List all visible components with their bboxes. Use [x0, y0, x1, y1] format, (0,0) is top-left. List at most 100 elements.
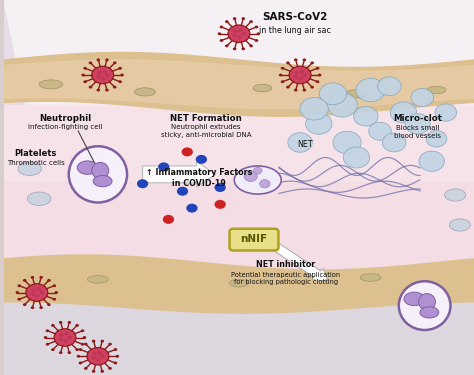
- Ellipse shape: [253, 84, 272, 92]
- Circle shape: [302, 89, 306, 92]
- Circle shape: [67, 321, 71, 324]
- Circle shape: [96, 75, 101, 78]
- Circle shape: [59, 333, 64, 337]
- Circle shape: [102, 70, 107, 74]
- Ellipse shape: [92, 162, 109, 179]
- Circle shape: [163, 215, 174, 224]
- Circle shape: [196, 155, 207, 164]
- Text: Micro-clot: Micro-clot: [393, 114, 442, 123]
- Polygon shape: [4, 0, 474, 120]
- Polygon shape: [4, 105, 474, 180]
- Circle shape: [53, 284, 56, 287]
- Circle shape: [108, 343, 112, 345]
- FancyArrow shape: [271, 243, 328, 281]
- Circle shape: [118, 67, 122, 70]
- Circle shape: [89, 62, 92, 64]
- Ellipse shape: [69, 146, 127, 202]
- Circle shape: [298, 77, 303, 81]
- Circle shape: [228, 25, 250, 42]
- Circle shape: [58, 337, 63, 341]
- Circle shape: [177, 187, 188, 196]
- Circle shape: [215, 183, 226, 192]
- Circle shape: [238, 28, 243, 32]
- Circle shape: [54, 329, 76, 346]
- Circle shape: [118, 80, 122, 83]
- Circle shape: [279, 74, 283, 76]
- Circle shape: [81, 343, 84, 346]
- Circle shape: [53, 298, 56, 301]
- Circle shape: [302, 58, 306, 61]
- Circle shape: [46, 329, 49, 332]
- Circle shape: [92, 340, 95, 342]
- Circle shape: [67, 336, 72, 339]
- Circle shape: [105, 58, 109, 61]
- Circle shape: [300, 98, 328, 120]
- Circle shape: [18, 298, 21, 301]
- Ellipse shape: [449, 219, 471, 231]
- Circle shape: [36, 287, 41, 291]
- Circle shape: [16, 291, 19, 294]
- Circle shape: [82, 336, 86, 339]
- Circle shape: [158, 162, 169, 171]
- Circle shape: [47, 279, 51, 282]
- Circle shape: [96, 358, 100, 362]
- Circle shape: [294, 58, 298, 61]
- Circle shape: [302, 73, 307, 77]
- Circle shape: [77, 355, 80, 358]
- Circle shape: [87, 348, 109, 365]
- Polygon shape: [4, 255, 474, 313]
- Circle shape: [108, 367, 112, 370]
- Circle shape: [435, 104, 456, 121]
- Text: Neutrophil: Neutrophil: [39, 114, 91, 123]
- Circle shape: [316, 67, 319, 70]
- Circle shape: [116, 355, 119, 358]
- Text: SARS-CoV2: SARS-CoV2: [263, 12, 328, 22]
- Circle shape: [249, 20, 253, 23]
- Circle shape: [113, 86, 117, 88]
- Ellipse shape: [360, 274, 381, 281]
- Circle shape: [114, 348, 117, 351]
- Text: Neutrophil extrudes
sticky, anti-microbial DNA: Neutrophil extrudes sticky, anti-microbi…: [161, 124, 251, 138]
- Circle shape: [405, 114, 430, 134]
- Circle shape: [84, 367, 88, 370]
- Ellipse shape: [77, 161, 98, 174]
- Circle shape: [100, 77, 105, 81]
- Circle shape: [39, 276, 43, 279]
- Circle shape: [47, 303, 51, 306]
- Text: NET inhibitor: NET inhibitor: [256, 260, 316, 269]
- Polygon shape: [4, 274, 474, 375]
- Circle shape: [113, 62, 117, 64]
- Circle shape: [281, 67, 284, 70]
- Circle shape: [219, 39, 223, 42]
- Circle shape: [255, 26, 258, 28]
- Circle shape: [105, 89, 109, 92]
- Circle shape: [356, 78, 385, 102]
- Circle shape: [383, 133, 406, 152]
- Circle shape: [390, 102, 417, 123]
- Circle shape: [81, 329, 84, 332]
- Circle shape: [51, 348, 55, 351]
- Ellipse shape: [88, 276, 108, 283]
- Circle shape: [293, 75, 298, 78]
- Text: nNIF: nNIF: [240, 234, 267, 244]
- Circle shape: [281, 80, 284, 83]
- Circle shape: [241, 32, 246, 36]
- Circle shape: [100, 354, 105, 358]
- Circle shape: [218, 32, 221, 35]
- Circle shape: [55, 291, 58, 294]
- Circle shape: [100, 340, 104, 342]
- Circle shape: [378, 77, 401, 96]
- Circle shape: [83, 67, 87, 70]
- Circle shape: [31, 306, 34, 309]
- Circle shape: [64, 332, 69, 336]
- Circle shape: [100, 370, 104, 373]
- Circle shape: [79, 362, 82, 364]
- Circle shape: [30, 292, 35, 296]
- Circle shape: [186, 204, 198, 213]
- Circle shape: [233, 17, 237, 20]
- Circle shape: [294, 89, 298, 92]
- Circle shape: [35, 294, 39, 298]
- Ellipse shape: [229, 279, 248, 287]
- Circle shape: [44, 336, 47, 339]
- Text: ↑ Inflammatory Factors
in COVID-19: ↑ Inflammatory Factors in COVID-19: [146, 168, 252, 188]
